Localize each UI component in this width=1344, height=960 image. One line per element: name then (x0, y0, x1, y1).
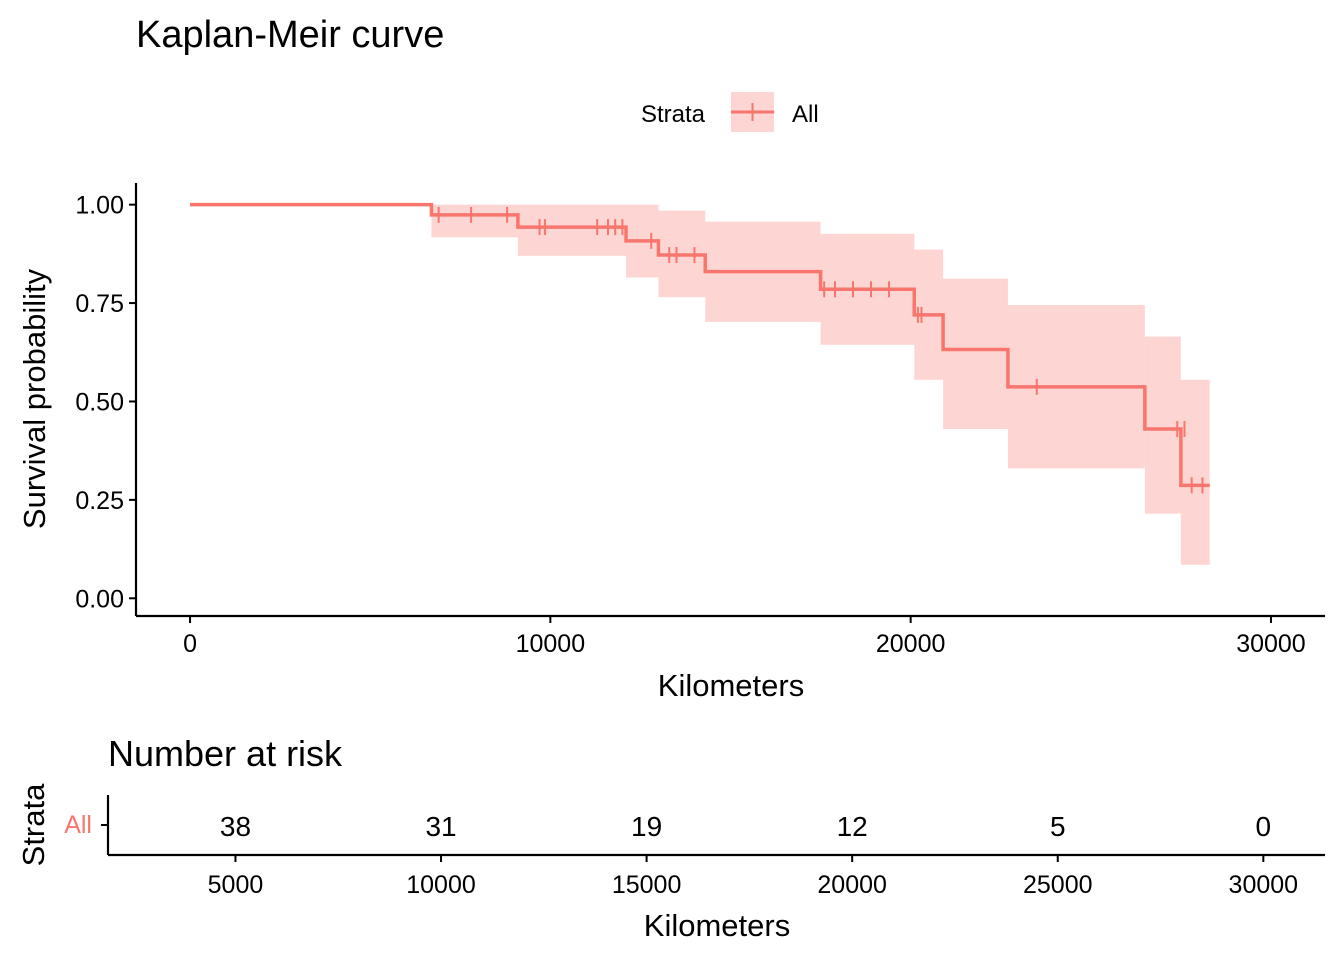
risk-table-panel: Number at risk Strata All 38 31 19 12 5 0 500… (16, 733, 1325, 943)
risk-axes: 5000 10000 15000 20000 25000 30000 (101, 795, 1325, 899)
y-axis-title: Survival probability (17, 268, 52, 529)
risk-values-layer: 38 31 19 12 5 0 (220, 811, 1271, 842)
legend-entry-label: All (792, 101, 819, 128)
y-tick-label: 1.00 (75, 192, 124, 220)
legend-title: Strata (641, 101, 706, 128)
y-tick-label: 0.00 (75, 585, 124, 613)
risk-value: 5 (1050, 811, 1066, 842)
risk-value: 0 (1256, 811, 1272, 842)
risk-x-tick-label: 20000 (817, 871, 887, 899)
y-tick-label: 0.75 (75, 290, 124, 318)
x-tick-label: 20000 (876, 630, 946, 658)
chart-title: Kaplan-Meir curve (136, 14, 444, 56)
survival-curve-layer (190, 202, 1210, 488)
x-tick-label: 10000 (516, 630, 586, 658)
risk-table-title: Number at risk (108, 733, 343, 774)
risk-x-tick-label: 5000 (208, 871, 264, 899)
risk-value: 31 (425, 811, 456, 842)
censor-marks-layer (437, 206, 1204, 494)
confidence-band-layer (431, 204, 1210, 565)
x-axis-title: Kilometers (658, 668, 804, 703)
risk-x-tick-label: 30000 (1229, 871, 1299, 899)
risk-value: 19 (631, 811, 662, 842)
risk-value: 38 (220, 811, 251, 842)
confidence-band-segment (431, 204, 518, 238)
main-axes: 0.00 0.25 0.50 0.75 1.00 0 10000 20000 30000 (75, 183, 1325, 658)
x-tick-label: 30000 (1236, 630, 1306, 658)
x-tick-label: 0 (183, 630, 197, 658)
survival-plot-panel: 0.00 0.25 0.50 0.75 1.00 0 10000 20000 30000 Sur… (17, 183, 1325, 703)
risk-table-y-title: Strata (16, 783, 51, 866)
risk-x-tick-label: 15000 (612, 871, 682, 899)
confidence-band-segment (943, 278, 1008, 430)
y-tick-label: 0.50 (75, 388, 124, 416)
risk-x-tick-label: 25000 (1023, 871, 1093, 899)
confidence-band-segment (517, 204, 627, 256)
confidence-band-segment (1180, 379, 1210, 565)
survival-curve-line (190, 202, 1210, 488)
confidence-band-segment (1144, 336, 1181, 514)
risk-x-tick-label: 10000 (406, 871, 476, 899)
risk-value: 12 (837, 811, 868, 842)
risk-table-x-title: Kilometers (644, 908, 790, 943)
y-tick-label: 0.25 (75, 487, 124, 515)
risk-strata-label: All (64, 811, 92, 839)
legend: Strata All (641, 92, 819, 132)
